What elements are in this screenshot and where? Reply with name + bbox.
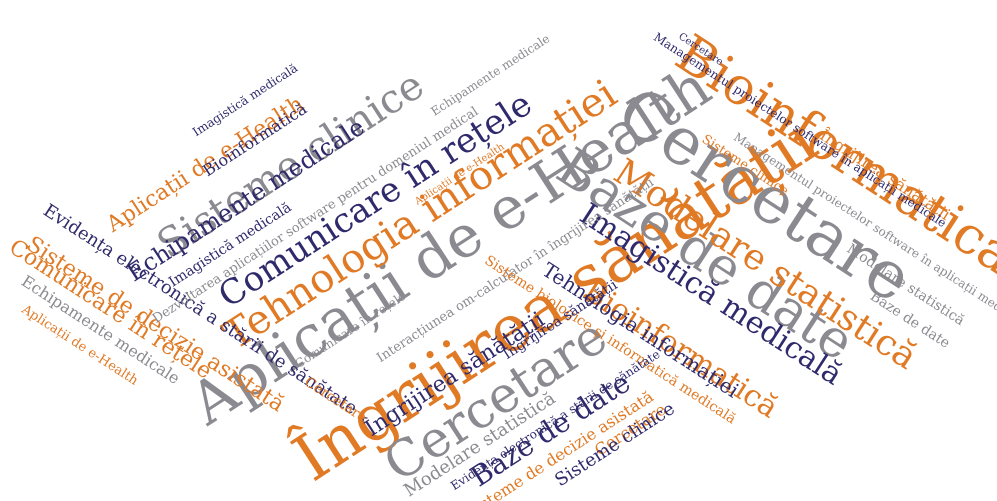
word-cloud: Îngrijirea sănătății Aplicații de e-Healt… <box>4 24 997 501</box>
